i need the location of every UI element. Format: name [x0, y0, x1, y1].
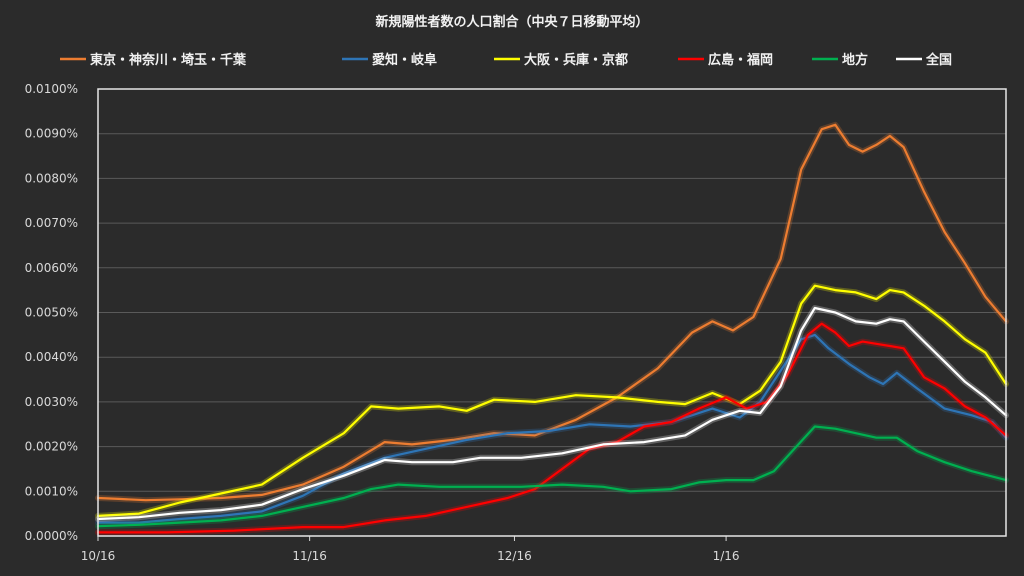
x-axis-ticks: 10/16 11/16 12/16 1/16	[81, 536, 740, 563]
x-tick-label: 12/16	[497, 549, 532, 563]
x-tick-label: 1/16	[713, 549, 740, 563]
y-tick-label: 0.0090%	[25, 127, 78, 141]
y-axis-ticks: 0.0000% 0.0010% 0.0020% 0.0030% 0.0040% 0.005…	[25, 82, 78, 543]
series-lines	[95, 121, 1009, 536]
plot-frame	[97, 88, 1007, 537]
legend-label: 東京・神奈川・埼玉・千葉	[90, 52, 247, 68]
chart-title: 新規陽性者数の人口割合（中央７日移動平均）	[375, 14, 648, 30]
x-tick-label: 10/16	[81, 549, 116, 563]
y-tick-label: 0.0030%	[25, 395, 78, 409]
legend: 東京・神奈川・埼玉・千葉 愛知・岐阜 大阪・兵庫・京都 広島・福岡 地方 全国	[60, 52, 952, 68]
legend-label: 広島・福岡	[708, 52, 773, 68]
series-line	[96, 284, 1008, 517]
y-tick-label: 0.0060%	[25, 261, 78, 275]
y-tick-label: 0.0050%	[25, 306, 78, 320]
y-tick-label: 0.0100%	[25, 82, 78, 96]
legend-label: 大阪・兵庫・京都	[524, 52, 628, 68]
y-tick-label: 0.0010%	[25, 484, 78, 498]
x-tick-label: 11/16	[292, 549, 327, 563]
legend-label: 愛知・岐阜	[372, 52, 437, 68]
y-tick-label: 0.0040%	[25, 350, 78, 364]
y-tick-label: 0.0000%	[25, 529, 78, 543]
series-line	[96, 306, 1008, 521]
series-line	[96, 322, 1008, 534]
legend-label: 全国	[925, 52, 952, 68]
series-line	[96, 333, 1008, 524]
series-line	[96, 123, 1008, 502]
y-tick-label: 0.0080%	[25, 171, 78, 185]
legend-label: 地方	[842, 52, 868, 68]
y-tick-label: 0.0020%	[25, 440, 78, 454]
series-line	[96, 425, 1008, 528]
y-tick-label: 0.0070%	[25, 216, 78, 230]
